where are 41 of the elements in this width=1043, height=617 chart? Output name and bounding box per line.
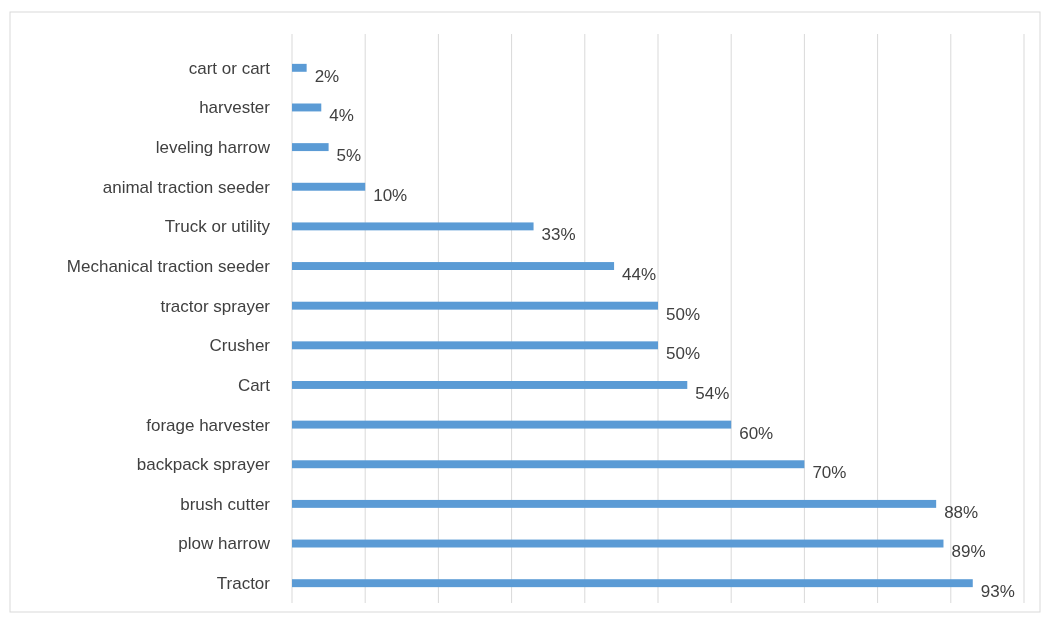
y-tick-label: harvester: [199, 98, 271, 118]
bar: [292, 143, 329, 152]
bar: [292, 301, 658, 310]
y-tick-label: forage harvester: [146, 415, 271, 435]
data-label: 4%: [329, 106, 354, 126]
y-tick-label: tractor sprayer: [160, 296, 271, 316]
y-tick-label: cart or cart: [188, 58, 271, 78]
data-label: 33%: [541, 225, 576, 245]
data-label: 70%: [812, 463, 847, 483]
y-tick-label: backpack sprayer: [136, 455, 271, 475]
data-label: 89%: [951, 542, 986, 562]
data-label: 10%: [373, 185, 408, 205]
bar: [292, 579, 973, 588]
y-tick-label: leveling harrow: [155, 138, 271, 158]
y-tick-label: Crusher: [209, 336, 271, 356]
data-label: 50%: [666, 304, 701, 324]
y-tick-label: Mechanical traction seeder: [66, 256, 271, 276]
y-tick-label: Cart: [237, 375, 271, 395]
y-tick-label: Tractor: [216, 574, 271, 594]
data-label: 50%: [666, 344, 701, 364]
y-tick-label: plow harrow: [178, 534, 271, 554]
y-tick-label: Truck or utility: [164, 217, 271, 237]
bar: [292, 341, 658, 350]
bar: [292, 182, 366, 191]
y-tick-label: brush cutter: [180, 494, 271, 514]
y-tick-label: animal traction seeder: [102, 177, 271, 197]
bar: [292, 499, 937, 508]
bar: [292, 539, 944, 548]
bar: [292, 63, 307, 72]
data-label: 93%: [980, 582, 1015, 602]
data-label: 2%: [314, 66, 340, 86]
data-label: 5%: [336, 146, 362, 166]
data-label: 88%: [944, 502, 979, 522]
data-label: 60%: [739, 423, 774, 443]
data-label: 54%: [695, 383, 730, 403]
data-label: 44%: [622, 264, 657, 284]
bar: [292, 420, 732, 429]
bar: [292, 222, 534, 231]
bar: [292, 262, 615, 270]
bar: [292, 460, 805, 469]
bar: [292, 381, 688, 389]
